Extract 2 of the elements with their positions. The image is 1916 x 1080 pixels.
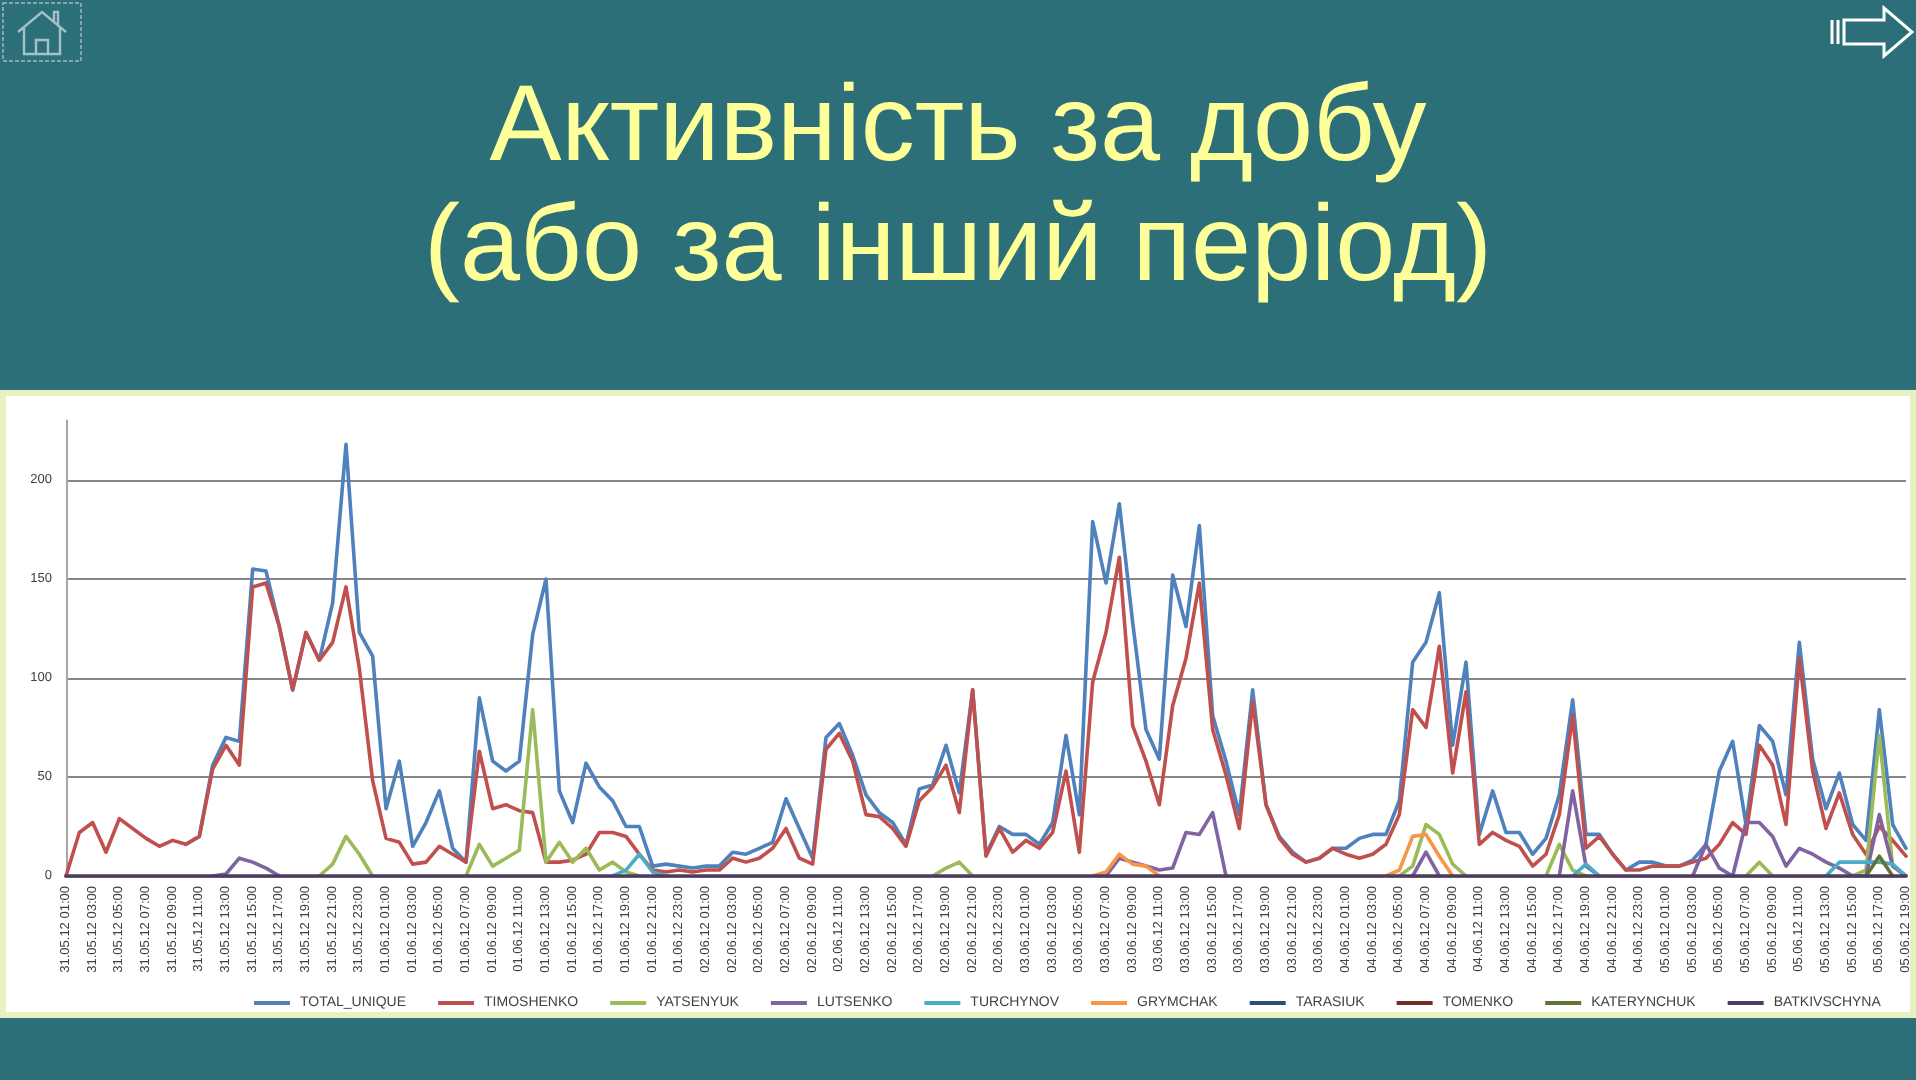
line-series xyxy=(64,555,1908,878)
chart-title: Активність за добу (або за інший період) xyxy=(422,64,1494,304)
